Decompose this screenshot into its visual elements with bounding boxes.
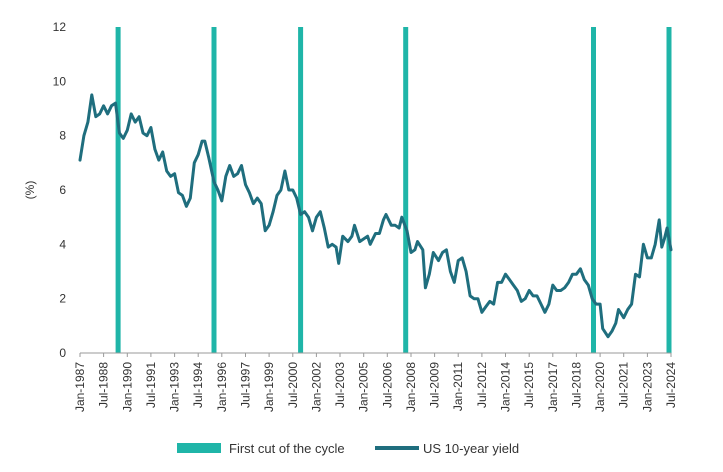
x-tick-label: Jan-2011 (451, 362, 465, 411)
legend-swatch-first-cut (177, 443, 221, 453)
legend-label-yield: US 10-year yield (423, 441, 519, 456)
x-tick-label: Jul-1988 (97, 362, 111, 408)
y-tick-label: 6 (59, 183, 66, 197)
first-cut-bar (591, 27, 596, 353)
first-cut-bar (211, 27, 217, 353)
x-tick-label: Jul-2009 (428, 362, 442, 408)
y-axis: (%) (23, 181, 37, 200)
legend: First cut of the cycle US 10-year yield (177, 441, 519, 456)
y-tick-label: 10 (53, 74, 67, 88)
x-tick-label: Jan-1999 (262, 362, 276, 412)
y-tick-label: 12 (53, 20, 67, 34)
y-tick-label: 8 (59, 129, 66, 143)
first-cut-bar (666, 27, 672, 353)
x-tick-label: Jul-2024 (664, 362, 678, 408)
x-tick-label: Jan-2020 (593, 362, 607, 412)
legend-label-first-cut: First cut of the cycle (229, 441, 345, 456)
y-tick-label: 0 (59, 346, 66, 360)
x-tick-label: Jul-2003 (333, 362, 347, 408)
x-tick-label: Jul-2018 (569, 362, 583, 408)
x-tick-label: Jan-2017 (546, 362, 560, 412)
x-tick-label: Jul-2000 (286, 362, 300, 408)
y-tick-label: 2 (59, 292, 66, 306)
first-cut-bar (298, 27, 304, 353)
y-axis-label: (%) (23, 181, 37, 200)
x-tick-label: Jan-2002 (309, 362, 323, 412)
x-tick-label: Jan-2008 (404, 362, 418, 412)
first-cut-bar (403, 27, 409, 353)
x-tick-label: Jan-2005 (357, 362, 371, 412)
first-cut-bar (115, 27, 121, 353)
x-tick-label: Jan-1996 (215, 362, 229, 412)
x-tick-label: Jul-1997 (239, 362, 253, 408)
x-tick-label: Jul-1994 (191, 362, 205, 408)
x-tick-label: Jan-2023 (640, 362, 654, 412)
x-tick-label: Jan-1993 (168, 362, 182, 412)
series-line-us-10-year-yield (78, 93, 673, 339)
y-tick-label: 4 (59, 237, 66, 251)
x-tick-label: Jan-1990 (120, 362, 134, 412)
x-tick-labels: Jan-1987 Jul-1988 Jan-1990 Jul-1991 Jan-1993… (73, 353, 678, 412)
x-tick-label: Jul-2021 (617, 362, 631, 408)
y-tick-labels: 0 2 4 6 8 10 12 (53, 20, 67, 360)
first-cut-bars (115, 27, 672, 353)
x-tick-label: Jul-2012 (475, 362, 489, 408)
x-tick-label: Jan-2014 (499, 362, 513, 412)
x-tick-label: Jan-1987 (73, 362, 87, 412)
x-tick-label: Jul-1991 (144, 362, 158, 408)
x-tick-label: Jul-2015 (522, 362, 536, 408)
x-tick-label: Jul-2006 (380, 362, 394, 408)
series-layer (78, 93, 673, 339)
